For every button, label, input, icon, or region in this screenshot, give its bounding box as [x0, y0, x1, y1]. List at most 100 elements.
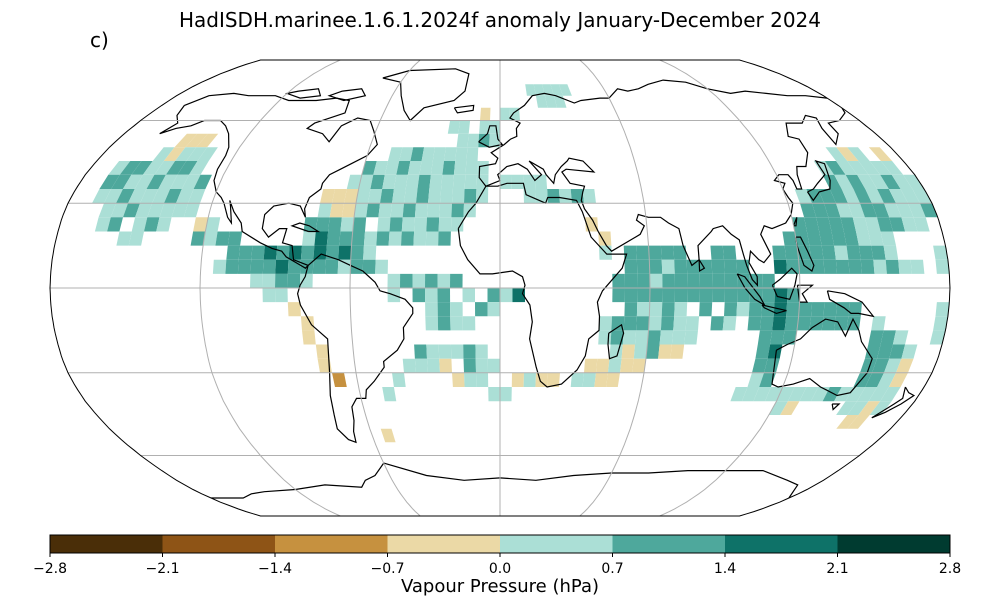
grid-cell [848, 302, 862, 317]
grid-cell [315, 344, 330, 359]
grid-cell [414, 358, 428, 373]
grid-cell [722, 316, 737, 331]
grid-cell [363, 245, 377, 260]
grid-cell [748, 302, 763, 317]
grid-cell [135, 203, 152, 218]
grid-cell [877, 372, 896, 387]
grid-cell [340, 217, 355, 232]
grid-cell [122, 174, 143, 189]
grid-cell [533, 84, 545, 96]
coastline-segment [871, 386, 916, 419]
grid-cell [186, 147, 208, 161]
grid-cell [462, 288, 475, 303]
grid-cell [686, 259, 700, 274]
grid-cell [753, 387, 771, 402]
grid-cell [414, 344, 427, 359]
grid-cell [889, 344, 906, 359]
grid-cell [741, 387, 760, 402]
grid-cell [711, 259, 725, 274]
grid-cell [724, 302, 738, 317]
grid-cell [450, 273, 463, 288]
grid-cell [226, 245, 241, 260]
grid-cell [684, 330, 698, 345]
grid-cell [523, 372, 536, 387]
grid-cell [883, 245, 899, 260]
grid-cell [864, 344, 881, 359]
graticule [50, 60, 950, 516]
grid-cell [313, 245, 327, 260]
grid-cell [425, 316, 439, 331]
grid-cell [500, 387, 512, 402]
grid-cell [637, 288, 650, 303]
grid-cell [344, 189, 359, 204]
grid-cell [227, 231, 243, 246]
grid-cell [670, 344, 685, 359]
grid-cell [170, 174, 189, 189]
grid-cell [799, 387, 819, 402]
grid-cell [425, 302, 438, 317]
grid-cell [901, 344, 918, 359]
grid-cell [475, 344, 488, 359]
coastline-segment [290, 222, 321, 233]
grid-cell [547, 372, 560, 387]
grid-cell [275, 273, 288, 288]
grid-cell [450, 302, 463, 317]
grid-cell [337, 259, 351, 274]
grid-cell [487, 302, 500, 317]
grid-cell [147, 203, 164, 218]
grid-cell [673, 245, 687, 260]
grid-cell [869, 401, 892, 415]
coastline-segment [485, 107, 846, 287]
grid-cell [142, 161, 164, 175]
grid-cell [797, 316, 812, 331]
grid-cell [868, 231, 884, 246]
grid-cell [376, 231, 390, 246]
colorbar-swatch [162, 535, 276, 553]
grid-cell [825, 147, 848, 161]
grid-cell [868, 174, 889, 189]
grid-cell [558, 189, 572, 204]
grid-cell [674, 259, 688, 274]
grid-cell [645, 344, 660, 359]
grid-cell [674, 273, 688, 288]
grid-cell [594, 372, 608, 387]
grid-cell [674, 302, 688, 317]
grid-cell [378, 203, 392, 218]
grid-cell [462, 316, 476, 331]
grid-cell [489, 120, 500, 134]
grid-cell [772, 316, 787, 331]
grid-cell [525, 84, 536, 96]
grid-cell [375, 259, 388, 274]
grid-cell [425, 273, 438, 288]
grid-cell [784, 316, 799, 331]
grid-cell [107, 217, 123, 232]
grid-cell [429, 174, 443, 189]
grid-cell [811, 302, 825, 317]
grid-cell [848, 203, 865, 218]
grid-cell [437, 273, 451, 288]
grid-cell [440, 189, 453, 204]
grid-cell [624, 273, 638, 288]
grid-cell [140, 189, 159, 204]
grid-cell [350, 259, 364, 274]
grid-cell [836, 147, 859, 161]
grid-cell [205, 217, 221, 232]
grid-cell [857, 174, 878, 189]
grid-cell [414, 217, 427, 232]
grid-cell [584, 358, 598, 373]
grid-cell [174, 133, 198, 148]
grid-cell [212, 259, 227, 274]
map-title: HadISDH.marinee.1.6.1.2024f anomaly Janu… [178, 8, 822, 32]
grid-cell [649, 259, 663, 274]
coastline-segment [296, 253, 414, 444]
grid-cell [439, 358, 452, 373]
coastline-segment [211, 462, 385, 499]
grid-cell [181, 174, 201, 189]
colorbar-swatch [275, 535, 388, 553]
grid-cell [747, 316, 762, 331]
grid-cell [377, 217, 391, 232]
grid-cell [736, 302, 750, 317]
grid-cell [877, 189, 896, 204]
grid-cell [770, 330, 785, 345]
grid-cell [535, 372, 548, 387]
